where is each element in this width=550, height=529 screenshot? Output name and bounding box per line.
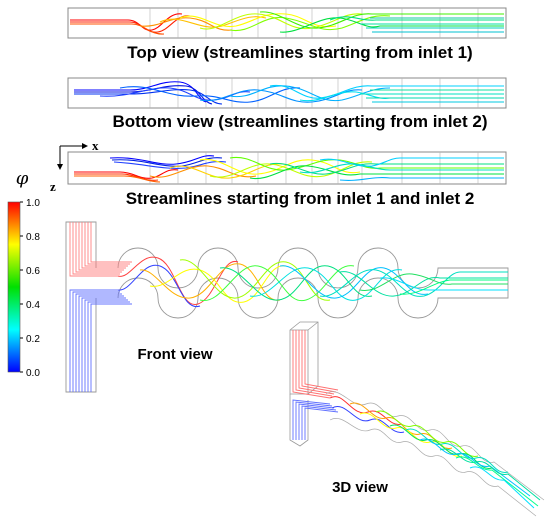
front-view-inlet2-streamlines <box>69 289 132 392</box>
colorbar-symbol: φ <box>16 168 29 189</box>
colorbar-tick-0-0: 0.0 <box>26 368 40 379</box>
both-inlets-panel: Streamlines starting from inlet 1 and in… <box>67 151 507 208</box>
colorbar-tick-0-6: 0.6 <box>26 266 40 277</box>
colorbar-tick-1-0: 1.0 <box>26 198 40 209</box>
top-view-channel <box>67 7 507 39</box>
view-3d-channel-outline <box>325 391 545 517</box>
view-3d-caption: 3D view <box>332 479 388 496</box>
both-inlets-caption: Streamlines starting from inlet 1 and in… <box>126 189 475 208</box>
both-inlets-channel <box>67 151 507 185</box>
top-view-panel: Top view (streamlines starting from inle… <box>67 7 507 62</box>
x-axis-label: x <box>92 138 99 153</box>
front-view-channel-outline <box>65 221 509 393</box>
front-view-mixing-streamlines <box>117 256 508 307</box>
z-axis-label: z <box>50 179 56 194</box>
colorbar-ticks <box>20 201 23 373</box>
both-inlets-streamlines <box>74 155 504 183</box>
view-3d-mixing-streamlines <box>329 396 541 509</box>
colorbar-gradient <box>7 201 21 373</box>
bottom-view-panel: Bottom view (streamlines starting from i… <box>67 77 507 131</box>
colorbar-tick-0-4: 0.4 <box>26 300 40 311</box>
axes-indicator: x z <box>50 138 99 194</box>
view-3d-panel: 3D view <box>289 321 545 517</box>
colorbar-tick-0-2: 0.2 <box>26 334 40 345</box>
front-view-inlet1-streamlines <box>69 222 132 277</box>
front-view-panel: Front view <box>65 221 509 393</box>
front-view-caption: Front view <box>137 346 212 363</box>
bottom-view-channel <box>67 77 507 109</box>
top-view-grid <box>149 8 479 38</box>
view-3d-inlet-blocks <box>289 321 319 447</box>
top-view-caption: Top view (streamlines starting from inle… <box>127 43 472 62</box>
view-3d-inlet1-streamlines <box>292 330 339 399</box>
colorbar: φ 1.0 0.8 0.6 0.4 0.2 0.0 <box>7 168 40 379</box>
colorbar-tick-0-8: 0.8 <box>26 232 40 243</box>
top-view-streamlines <box>70 11 504 35</box>
bottom-view-streamlines <box>74 81 504 105</box>
view-3d-inlet2-streamlines <box>292 399 339 440</box>
bottom-view-caption: Bottom view (streamlines starting from i… <box>112 112 487 131</box>
